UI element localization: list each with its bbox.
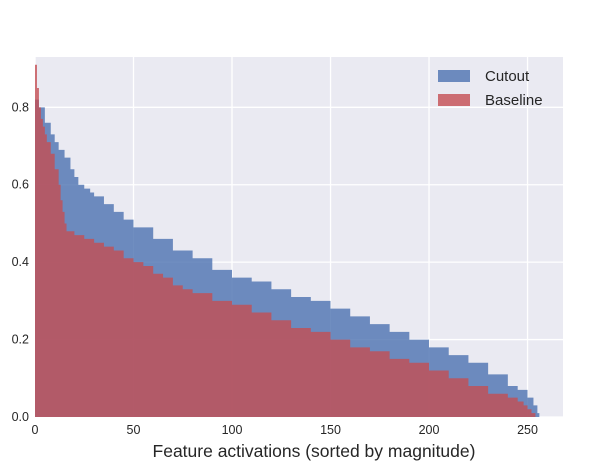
x-tick-label: 50 [127, 423, 141, 437]
legend-label-cutout: Cutout [485, 68, 530, 85]
x-tick-label: 0 [32, 423, 39, 437]
y-tick-label: 0.8 [12, 100, 29, 114]
x-tick-label: 150 [320, 423, 341, 437]
y-tick-label: 0.0 [12, 410, 29, 424]
x-tick-label: 200 [419, 423, 440, 437]
legend-swatch-cutout [438, 70, 470, 82]
y-tick-label: 0.4 [12, 255, 29, 269]
y-tick-label: 0.2 [12, 333, 29, 347]
series-baseline-area [35, 64, 536, 417]
x-tick-label: 100 [222, 423, 243, 437]
x-tick-label: 250 [517, 423, 538, 437]
y-tick-label: 0.6 [12, 178, 29, 192]
x-axis-label: Feature activations (sorted by magnitude… [153, 441, 476, 461]
legend-swatch-baseline [438, 94, 470, 106]
legend-label-baseline: Baseline [485, 92, 543, 109]
